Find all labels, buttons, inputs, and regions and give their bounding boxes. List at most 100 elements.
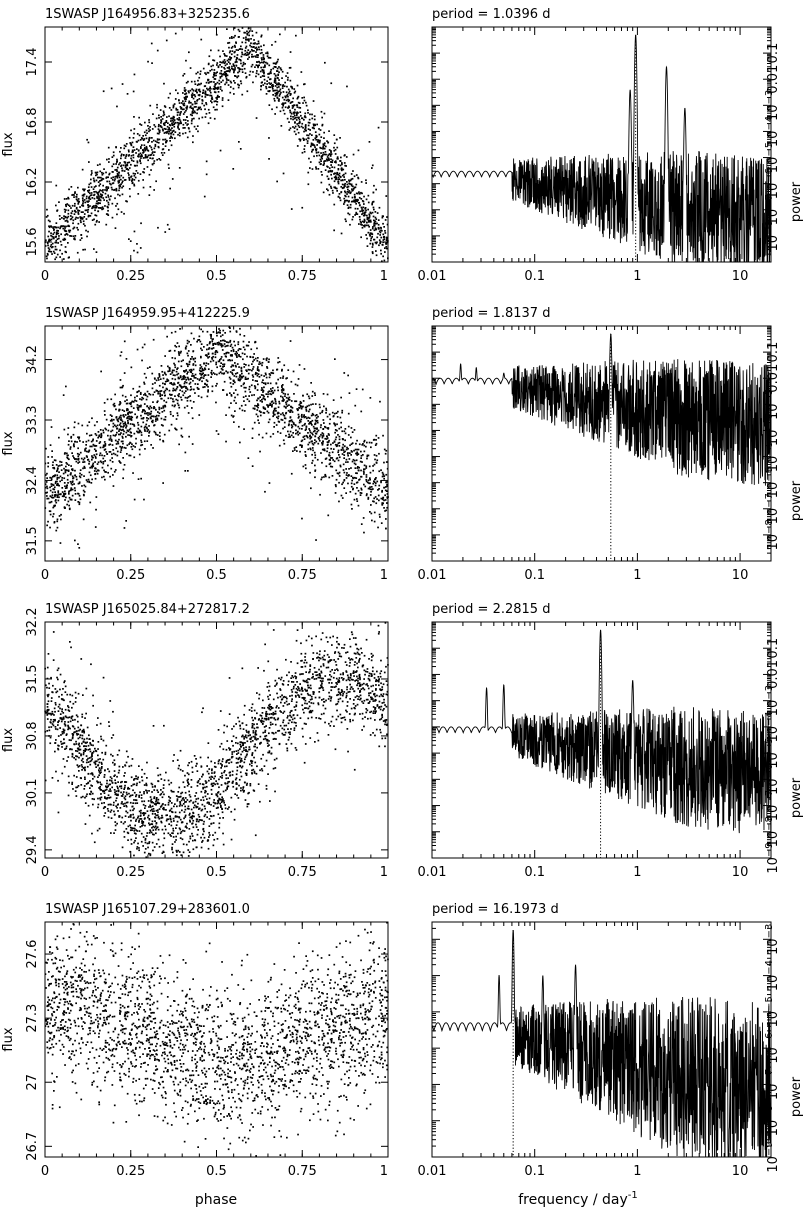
data-point — [365, 474, 368, 476]
data-point — [363, 468, 365, 471]
data-point — [278, 71, 280, 74]
data-point — [303, 415, 305, 418]
data-point — [282, 103, 285, 105]
data-point — [219, 76, 222, 78]
data-point — [63, 239, 65, 241]
data-point — [203, 104, 205, 107]
data-point — [281, 419, 284, 421]
data-point — [334, 429, 337, 431]
data-point — [309, 447, 312, 450]
data-point — [366, 457, 368, 460]
data-point — [357, 469, 360, 472]
data-point — [337, 410, 339, 413]
data-point — [154, 143, 157, 146]
data-point — [269, 393, 271, 395]
data-point — [55, 256, 58, 259]
data-point — [299, 402, 302, 405]
data-point — [200, 377, 202, 379]
data-point — [269, 83, 272, 85]
data-point — [111, 415, 113, 417]
data-point — [120, 447, 123, 449]
data-point — [186, 342, 189, 345]
data-point — [46, 257, 48, 260]
data-point — [308, 157, 310, 160]
data-point — [300, 444, 303, 447]
data-point — [51, 491, 54, 494]
data-point — [260, 394, 263, 396]
data-point — [107, 203, 110, 206]
star-name-label: 1SWASP J164959.95+412225.9 — [45, 306, 250, 321]
data-point — [225, 345, 228, 347]
data-point — [178, 354, 181, 356]
data-point — [153, 160, 156, 162]
data-point — [321, 155, 324, 157]
data-point — [354, 195, 356, 198]
data-point — [188, 340, 190, 343]
data-point — [327, 514, 330, 517]
data-point — [96, 173, 98, 176]
data-point — [91, 478, 93, 481]
data-point — [290, 115, 292, 118]
data-point — [320, 160, 322, 162]
data-point — [93, 180, 96, 183]
data-point — [248, 400, 251, 403]
data-point — [109, 459, 112, 462]
data-point — [304, 464, 307, 466]
data-point — [328, 451, 331, 454]
data-point — [196, 100, 198, 102]
data-point — [248, 56, 250, 59]
data-point — [333, 229, 335, 232]
data-point — [290, 380, 293, 383]
data-point — [309, 471, 311, 474]
data-point — [310, 440, 313, 443]
data-point — [373, 184, 375, 187]
data-point — [250, 45, 253, 48]
data-point — [319, 129, 322, 131]
data-point — [168, 167, 170, 169]
data-point — [229, 50, 232, 52]
data-point — [209, 90, 211, 92]
data-point — [85, 209, 88, 212]
data-point — [90, 465, 93, 468]
data-point — [206, 355, 208, 357]
data-point — [174, 374, 176, 377]
data-point — [377, 223, 380, 226]
data-point — [140, 404, 142, 407]
data-point — [132, 401, 135, 403]
data-point — [175, 418, 178, 420]
lightcurve-panel: 1SWASP J164959.95+412225.90 0.25 0.5 0.75 13… — [1, 306, 389, 583]
data-point — [368, 221, 370, 223]
data-point — [351, 479, 353, 482]
data-point — [139, 139, 142, 141]
data-point — [243, 353, 246, 355]
data-point — [364, 214, 366, 217]
data-point — [326, 159, 329, 162]
data-point — [307, 416, 310, 419]
data-point — [158, 132, 160, 135]
data-point — [75, 207, 78, 210]
data-point — [257, 419, 259, 422]
data-point — [372, 469, 374, 472]
data-point — [167, 128, 169, 131]
data-point — [298, 364, 301, 366]
data-point — [204, 72, 206, 74]
data-point — [74, 493, 77, 495]
data-point — [371, 211, 374, 214]
data-point — [182, 113, 185, 115]
data-point — [212, 64, 214, 67]
data-point — [211, 101, 213, 104]
data-point — [168, 429, 171, 432]
data-point — [197, 79, 199, 82]
data-point — [297, 124, 300, 127]
data-point — [104, 443, 107, 445]
data-point — [124, 395, 127, 398]
data-point — [185, 95, 187, 98]
data-point — [222, 344, 224, 347]
data-point — [267, 421, 270, 424]
data-point — [312, 139, 315, 141]
data-point — [334, 148, 337, 151]
data-point — [283, 405, 286, 408]
data-point — [292, 450, 294, 452]
data-point — [284, 95, 287, 98]
data-point — [74, 202, 76, 205]
